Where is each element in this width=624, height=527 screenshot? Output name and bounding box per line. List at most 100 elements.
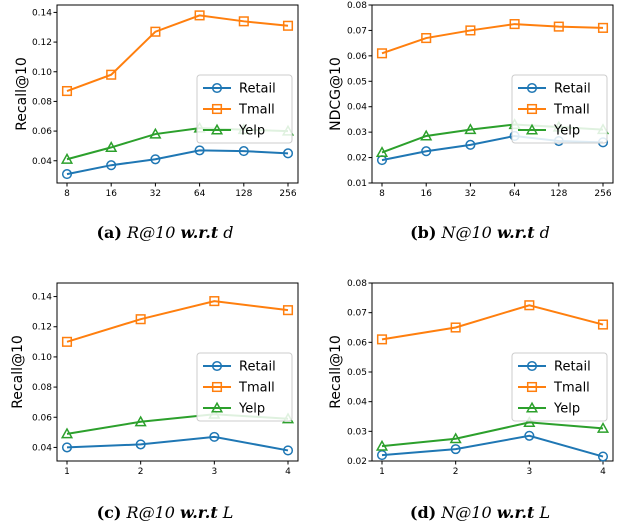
data-point [106, 160, 117, 171]
y-axis-label: Recall@10 [14, 57, 30, 131]
y-axis-label: NDCG@10 [328, 57, 344, 131]
y-tick-label: 0.05 [347, 77, 367, 87]
legend-marker [211, 82, 223, 94]
data-point [375, 439, 389, 451]
chart-panel-3: 0.04 0.06 0.08 0.10 0.12 0.14 1 2 3 4 Recall@10 Ret… [10, 282, 299, 522]
x-tick-label: 1 [379, 467, 385, 477]
caption-part: L [218, 503, 234, 522]
x-tick-label: 16 [105, 189, 117, 199]
legend-box [511, 74, 608, 144]
data-point [376, 450, 388, 461]
series-line [381, 421, 604, 448]
x-tick-label: 8 [379, 189, 385, 199]
series-retail [61, 145, 294, 180]
series-retail [376, 430, 609, 462]
x-tick-label: 128 [235, 189, 252, 199]
y-tick-label: 0.10 [32, 353, 52, 363]
series-line [66, 14, 289, 92]
x-tick-label: 256 [279, 189, 296, 199]
series-line [66, 300, 289, 343]
caption-part: (b) [410, 223, 436, 242]
y-tick-label: 0.14 [32, 8, 52, 18]
y-tick-label: 0.08 [32, 97, 52, 107]
legend-marker [526, 381, 538, 393]
axes-frame [371, 4, 614, 184]
x-tick-label: 4 [285, 467, 291, 477]
series-line [381, 304, 604, 341]
series-tmall [376, 300, 609, 345]
legend-label: Yelp [553, 402, 580, 417]
data-point [150, 26, 161, 37]
legend-label: Tmall [238, 381, 275, 396]
caption-part: (d) [410, 503, 436, 522]
series-tmall [61, 296, 294, 347]
legend-marker [526, 360, 538, 372]
legend-label: Tmall [238, 103, 275, 118]
series-yelp [375, 416, 610, 451]
caption-part: R@10 [121, 503, 180, 522]
y-tick-label: 0.06 [32, 127, 52, 137]
x-tick-label: 1 [64, 467, 70, 477]
x-tick-label: 4 [600, 467, 606, 477]
legend-box [511, 352, 608, 422]
legend-marker [525, 123, 539, 135]
y-tick-label: 0.08 [32, 383, 52, 393]
data-point [194, 10, 205, 21]
data-point [282, 305, 294, 316]
y-tick-label: 0.05 [347, 368, 367, 378]
data-point [238, 16, 249, 27]
data-point [106, 69, 117, 80]
y-tick-label: 0.08 [347, 279, 367, 289]
caption-part: N@10 [436, 223, 497, 242]
legend-label: Yelp [238, 402, 265, 417]
data-point [194, 145, 205, 156]
data-point [238, 146, 249, 157]
caption-part: w.r.t [497, 223, 535, 242]
legend-marker [210, 123, 224, 135]
y-tick-label: 0.02 [347, 154, 367, 164]
data-point [597, 319, 609, 330]
caption-part: N@10 [436, 503, 497, 522]
x-tick-label: 128 [550, 189, 567, 199]
legend-marker [526, 82, 538, 94]
legend-label: Tmall [553, 103, 590, 118]
data-point [135, 439, 146, 450]
y-tick-label: 0.04 [32, 157, 52, 167]
data-point [61, 169, 73, 180]
data-point [465, 139, 476, 150]
y-tick-label: 0.07 [347, 309, 367, 319]
panel-caption: (b) N@10 w.r.t d [410, 223, 550, 242]
chart-panel-1: 0.04 0.06 0.08 0.10 0.12 0.14 8 16 32 64 128 256 Rec… [14, 4, 299, 242]
data-point [523, 416, 536, 427]
legend-marker [210, 401, 224, 413]
legend: Retail Tmall Yelp [511, 352, 608, 422]
x-tick-label: 64 [509, 189, 521, 199]
y-tick-label: 0.01 [347, 179, 367, 189]
caption-part: (c) [97, 503, 122, 522]
legend-marker [525, 401, 539, 413]
data-point [597, 451, 609, 462]
y-tick-label: 0.08 [347, 1, 367, 11]
x-tick-label: 8 [64, 189, 70, 199]
panel-caption: (a) R@10 w.r.t d [96, 223, 233, 242]
caption-part: d [218, 223, 233, 242]
data-point [105, 141, 118, 152]
data-point [209, 431, 220, 442]
legend: Retail Tmall Yelp [196, 74, 293, 144]
legend-box [196, 352, 293, 422]
legend-label: Tmall [553, 381, 590, 396]
y-tick-label: 0.10 [32, 68, 52, 78]
y-axis-label: Recall@10 [10, 335, 26, 409]
legend-marker [526, 103, 538, 115]
x-tick-label: 3 [526, 467, 532, 477]
x-tick-label: 32 [150, 189, 161, 199]
chart-panel-4: 0.02 0.03 0.04 0.05 0.06 0.07 0.08 1 2 3 4 Recall@1… [328, 279, 614, 522]
data-point [375, 146, 389, 158]
y-tick-label: 0.12 [32, 38, 52, 48]
legend-label: Retail [239, 360, 276, 375]
caption-part: w.r.t [180, 503, 218, 522]
legend-label: Yelp [553, 124, 580, 139]
legend-label: Retail [554, 82, 591, 97]
data-point [450, 444, 461, 455]
